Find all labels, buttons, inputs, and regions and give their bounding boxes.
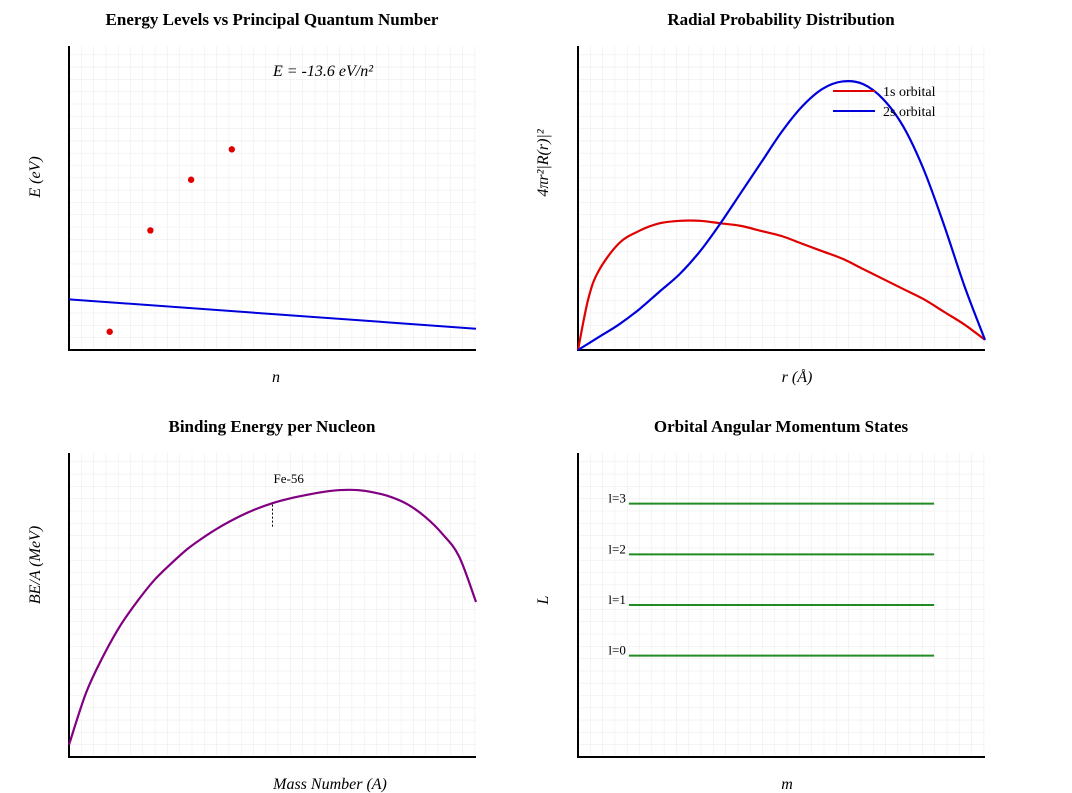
angular-state-label-l=0: l=0: [608, 643, 625, 658]
radial-title: Radial Probability Distribution: [667, 10, 895, 29]
radial-panel: Radial Probability Distribution r (Å) 4πr²…: [535, 10, 987, 386]
energy-x-axis-label: n: [272, 369, 280, 386]
energy-level-point-n2: [147, 227, 154, 234]
binding-title: Binding Energy per Nucleon: [168, 417, 376, 436]
energy-level-point-n3: [187, 176, 195, 183]
radial-series-1s-orbital: [576, 219, 986, 351]
legend-label-2s-orbital: 2s orbital: [883, 105, 936, 120]
binding-axes: [68, 453, 476, 758]
energy-fit-line: [68, 298, 477, 330]
legend-label-1s-orbital: 1s orbital: [883, 85, 936, 100]
energy-formula-annotation: E = -13.6 eV/n²: [272, 63, 374, 80]
energy-axes: [68, 46, 476, 351]
fe56-annotation-label: Fe-56: [274, 471, 305, 486]
binding-grid: [69, 453, 476, 757]
angular-state-label-l=3: l=3: [608, 491, 625, 506]
energy-y-axis-label: E (eV): [27, 156, 44, 198]
energy-level-point-n1: [106, 328, 113, 335]
radial-legend: 1s orbital 2s orbital: [833, 85, 936, 120]
binding-x-axis-label: Mass Number (A): [272, 776, 387, 793]
angular-y-axis-label: L: [535, 595, 552, 605]
energy-title: Energy Levels vs Principal Quantum Numbe…: [106, 10, 439, 29]
angular-state-label-l=2: l=2: [608, 541, 625, 556]
binding-y-axis-label: BE/A (MeV): [27, 526, 44, 604]
binding-panel: Binding Energy per Nucleon Mass Number (A…: [27, 417, 478, 793]
radial-y-axis-label: 4πr²|R(r)|²: [535, 128, 552, 196]
energy-grid: [69, 46, 476, 350]
binding-energy-curve: [67, 488, 478, 746]
energy-level-point-n4: [228, 146, 235, 153]
angular-x-axis-label: m: [781, 776, 793, 793]
energy-panel: Energy Levels vs Principal Quantum Numbe…: [27, 10, 477, 386]
angular-panel: Orbital Angular Momentum States m Ll=0 l=1 l…: [535, 417, 985, 793]
radial-series-2s-orbital: [577, 79, 987, 351]
angular-title: Orbital Angular Momentum States: [654, 417, 909, 436]
radial-grid: [578, 46, 985, 350]
angular-axes: [577, 453, 985, 758]
angular-state-label-l=1: l=1: [608, 592, 625, 607]
radial-x-axis-label: r (Å): [782, 368, 813, 386]
